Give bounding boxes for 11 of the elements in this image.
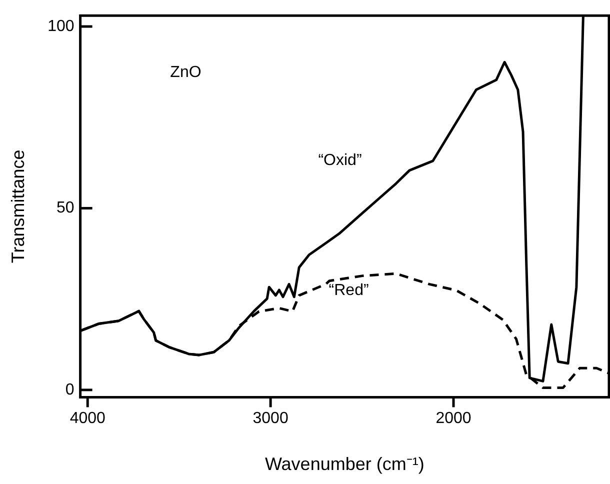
x-tick-label: 2000 (436, 410, 472, 428)
x-tick-label: 4000 (70, 410, 106, 428)
y-tick-label: 50 (56, 200, 74, 217)
x-tick-label: 3000 (252, 410, 288, 428)
y-tick-label: 100 (48, 18, 74, 35)
text: “Oxid” (318, 152, 362, 170)
series-label: “Red” (328, 282, 369, 299)
annotation: ZnO (170, 64, 202, 82)
x-axis-title: Wavenumber (cm⁻¹) (264, 454, 424, 474)
y-tick-label: 0 (65, 381, 74, 398)
y-axis-title: Transmittance (8, 150, 28, 264)
